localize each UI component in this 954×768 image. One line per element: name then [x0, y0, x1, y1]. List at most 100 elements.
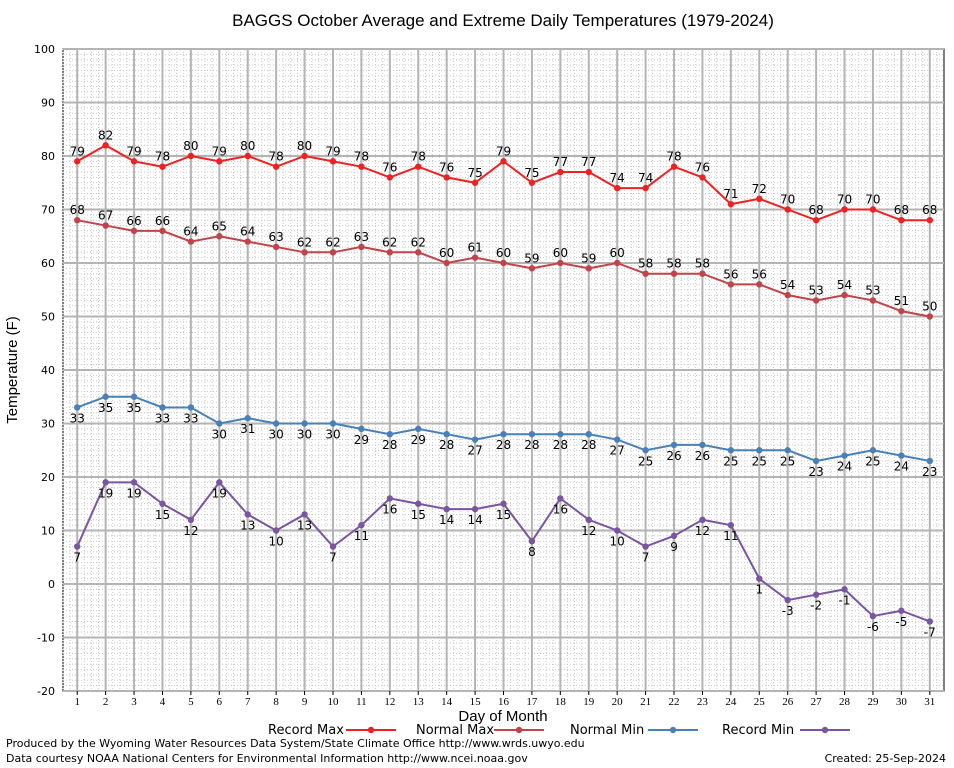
y-tick-label: 20 [41, 471, 55, 484]
x-tick-label: 7 [245, 696, 251, 708]
normal-max-data-label: 61 [467, 241, 482, 255]
record-max-data-label: 68 [808, 203, 823, 217]
record-min-point [301, 511, 308, 518]
x-tick-label: 13 [413, 696, 425, 708]
normal-max-data-label: 54 [837, 278, 852, 292]
normal-max-data-label: 58 [695, 257, 710, 271]
record-max-data-label: 76 [695, 160, 710, 174]
normal-min-point [443, 431, 450, 438]
normal-min-point [756, 447, 763, 454]
x-tick-label: 21 [640, 696, 651, 708]
normal-max-point [699, 270, 706, 277]
record-min-point [670, 532, 678, 540]
normal-max-point [528, 265, 536, 272]
normal-max-data-label: 60 [553, 246, 568, 260]
normal-max-data-label: 65 [212, 219, 227, 233]
record-min-point [898, 607, 905, 614]
record-max-data-label: 75 [524, 166, 539, 180]
x-tick-label: 27 [811, 696, 823, 708]
normal-max-point [130, 227, 138, 235]
legend-label-normal-min: Normal Min [570, 723, 644, 738]
series-layer [74, 142, 933, 625]
normal-min-data-label: 27 [467, 444, 482, 458]
record-max-data-label: 77 [581, 155, 596, 169]
record-max-point [102, 142, 109, 149]
major-grid [63, 48, 944, 692]
normal-min-data-label: 28 [496, 438, 511, 452]
record-min-point [642, 543, 649, 550]
record-min-data-label: 12 [695, 524, 710, 538]
record-max-data-label: 71 [723, 187, 738, 201]
normal-min-data-label: 33 [183, 411, 198, 425]
record-max-point [812, 217, 820, 224]
normal-min-data-label: 25 [865, 454, 880, 468]
normal-min-data-label: 30 [325, 428, 340, 442]
record-max-data-label: 68 [894, 203, 909, 217]
normal-min-data-label: 26 [666, 449, 681, 463]
record-max-point [642, 184, 649, 192]
normal-min-point [869, 447, 877, 454]
normal-max-point [926, 313, 933, 320]
normal-min-point [812, 457, 820, 465]
record-min-data-label: 10 [610, 535, 625, 549]
record-max-data-label: 68 [922, 203, 937, 217]
normal-max-data-label: 51 [894, 294, 909, 308]
record-min-point [528, 538, 536, 545]
record-max-point [471, 179, 479, 186]
record-max-data-label: 82 [98, 128, 113, 142]
record-max-data-label: 78 [666, 150, 681, 164]
normal-max-point [841, 291, 848, 299]
record-min-point [272, 527, 280, 534]
record-max-point [585, 168, 592, 176]
record-min-data-label: 10 [269, 535, 284, 549]
x-tick-label: 30 [896, 696, 908, 708]
record-min-point [187, 516, 195, 523]
normal-min-point [699, 441, 706, 449]
record-min-data-label: 14 [467, 513, 482, 527]
normal-min-data-label: 28 [553, 438, 568, 452]
record-min-data-label: 12 [183, 524, 198, 538]
normal-min-data-label: 25 [723, 454, 738, 468]
record-min-data-label: 11 [354, 529, 369, 543]
normal-max-point [756, 281, 763, 288]
normal-min-point [557, 431, 564, 438]
y-tick-label: 60 [41, 257, 55, 270]
normal-min-point [841, 452, 848, 459]
normal-min-point [102, 393, 109, 400]
normal-max-point [869, 297, 877, 304]
normal-max-data-label: 53 [808, 283, 823, 297]
normal-min-point [358, 425, 365, 433]
record-min-point [500, 500, 507, 507]
record-min-data-label: 15 [155, 508, 170, 522]
x-tick-label: 29 [867, 696, 879, 708]
normal-max-data-label: 60 [496, 246, 511, 260]
normal-max-point [74, 217, 81, 224]
record-max-data-label: 74 [638, 171, 653, 185]
x-tick-label: 12 [384, 696, 395, 708]
footer-data-source: Data courtesy NOAA National Centers for … [6, 752, 528, 765]
normal-min-data-label: 24 [837, 460, 852, 474]
normal-min-data-label: 28 [439, 438, 454, 452]
normal-min-point [727, 447, 735, 454]
normal-min-point [386, 431, 394, 438]
normal-max-point [216, 233, 223, 240]
normal-max-point [613, 259, 621, 267]
record-max-point [443, 174, 450, 181]
record-max-point [727, 200, 735, 208]
normal-max-data-label: 62 [297, 235, 312, 249]
legend-swatch-marker-record-min [821, 726, 829, 734]
x-tick-label: 2 [103, 696, 109, 708]
record-max-point [358, 163, 365, 170]
x-axis-label: Day of Month [458, 708, 547, 725]
normal-min-point [585, 431, 592, 438]
x-tick-label: 18 [555, 696, 567, 708]
y-tick-label: 90 [41, 97, 55, 110]
record-min-point [358, 521, 365, 529]
record-max-point [187, 152, 195, 160]
normal-min-point [159, 404, 166, 411]
record-max-data-label: 79 [70, 144, 85, 158]
record-min-point [926, 618, 933, 625]
normal-max-data-label: 66 [155, 214, 170, 228]
